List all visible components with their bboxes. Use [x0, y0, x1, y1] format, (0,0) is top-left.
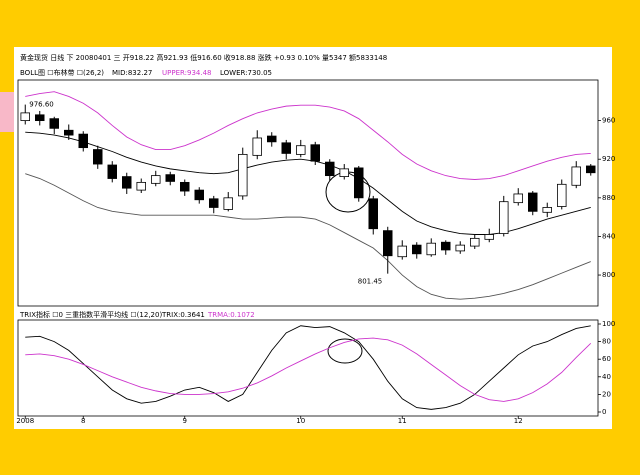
y-tick-label: 20 [602, 390, 611, 398]
legend-entry: TRIX:0.3641 [161, 311, 205, 319]
y-tick-label: 960 [602, 117, 615, 125]
candle-body [295, 145, 306, 155]
x-tick-label: 2008 [16, 417, 34, 425]
candle-body [266, 135, 277, 143]
candle-body [252, 137, 262, 156]
y-tick-label: 40 [602, 373, 611, 381]
candle-body [107, 164, 118, 179]
x-tick-label: 12 [514, 417, 523, 425]
y-tick-label: 920 [602, 155, 615, 163]
candle-body [353, 167, 364, 199]
candle-body [20, 112, 30, 122]
candle-body [223, 197, 233, 210]
line [25, 131, 591, 235]
candle-body [136, 181, 146, 191]
y-tick-label: 100 [602, 320, 615, 328]
x-tick-label: 10 [296, 417, 305, 425]
candle-body [150, 175, 161, 184]
candle-body [208, 198, 219, 208]
x-tick-label: 11 [398, 417, 407, 425]
y-tick-label: 60 [602, 355, 611, 363]
candle-body [586, 165, 596, 174]
candle-body [411, 244, 422, 255]
y-tick-label: 880 [602, 194, 615, 202]
candle-body [368, 198, 378, 230]
boll-lower: LOWER:730.05 [220, 69, 272, 77]
candle-body [165, 174, 175, 182]
side-marker [0, 92, 14, 132]
boll-mid: MID:832.27 [112, 69, 152, 77]
min-label: 801.45 [358, 278, 383, 286]
candle-body [122, 176, 132, 189]
main-frame [17, 79, 599, 307]
candle-body [78, 133, 89, 149]
panel [14, 47, 612, 429]
candle-body [237, 153, 248, 197]
candle-body [310, 144, 320, 162]
indicator-title: TRIX指标 ☐0 三重指数平滑平均线 ☐(12,20) [19, 310, 162, 319]
candle-body [469, 237, 480, 247]
candle-body [35, 114, 45, 122]
candle-body [484, 234, 494, 240]
highlight-circle [327, 338, 363, 364]
candle-body [557, 183, 567, 207]
candle-body [281, 142, 291, 154]
boll-title: BOLL图 ☐布林带 ☐(26,2) [20, 68, 104, 77]
candle-body [440, 241, 451, 251]
candle-body [397, 245, 407, 258]
candle-body [455, 244, 465, 252]
candle-body [324, 161, 335, 177]
candle-body [528, 192, 538, 212]
y-tick-label: 800 [602, 271, 615, 279]
candle-body [194, 189, 204, 201]
candle-body [64, 129, 74, 136]
candle-body [498, 201, 509, 234]
candle-body [93, 149, 103, 165]
candle-body [179, 181, 190, 192]
y-tick-label: 0 [602, 408, 606, 416]
x-tick-label: 9 [183, 417, 187, 425]
x-tick-label: 8 [81, 417, 85, 425]
candle-body [49, 118, 60, 129]
legend-entry: TRMA:0.1072 [207, 311, 255, 319]
y-tick-label: 840 [602, 232, 615, 240]
line [25, 337, 592, 402]
y-tick-label: 80 [602, 338, 611, 346]
line [25, 325, 591, 410]
candle-body [426, 242, 436, 256]
candle-body [542, 207, 553, 213]
indicator-frame [17, 319, 599, 417]
candle-body [513, 193, 524, 204]
line [25, 91, 591, 180]
max-label: 976.60 [29, 101, 54, 109]
line [25, 173, 591, 300]
header-line: 黄金现货 日线 下 20080401 三 开918.22 高921.93 低91… [20, 53, 387, 62]
boll-upper: UPPER:934.48 [162, 69, 212, 77]
candle-body [339, 168, 349, 177]
candle-body [382, 230, 393, 257]
candle-body [571, 166, 582, 186]
